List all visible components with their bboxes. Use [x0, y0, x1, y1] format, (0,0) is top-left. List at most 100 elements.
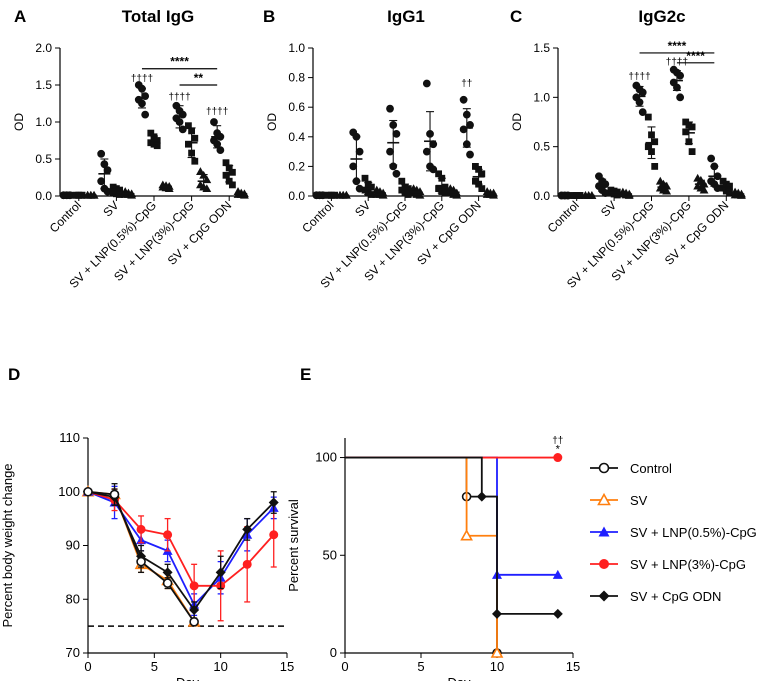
data-point-igg1: [651, 163, 659, 170]
panel-label: C: [510, 7, 522, 26]
data-point-igg1: [398, 177, 406, 185]
data-point-igg1: [222, 171, 230, 179]
legend-label: SV + LNP(3%)-CpG: [630, 557, 746, 572]
legend-marker: [599, 559, 609, 569]
data-point-igg: [638, 108, 647, 117]
series-line: [345, 456, 498, 653]
y-tick-label: 0.0: [533, 189, 550, 203]
x-tick-label: 0: [341, 659, 348, 674]
y-axis-label: OD: [12, 113, 26, 131]
data-point-igg: [386, 147, 394, 156]
panel-title: IgG2c: [638, 7, 685, 26]
panel-label: D: [8, 365, 20, 384]
panel-title: Total IgG: [122, 7, 194, 26]
series-line: [345, 456, 558, 576]
legend-item: Control: [590, 461, 672, 476]
y-tick-label: 90: [66, 538, 80, 553]
x-axis-label: Day: [176, 675, 200, 681]
data-point-igg1: [478, 185, 486, 192]
data-point: [163, 530, 173, 540]
series-line: [345, 456, 498, 653]
data-point-igg: [386, 104, 394, 113]
y-tick-label: 0: [330, 645, 337, 660]
y-tick-label: 0.4: [288, 130, 305, 144]
significance-label: **: [194, 71, 204, 85]
data-point: [552, 569, 563, 579]
data-point-igg1: [478, 170, 486, 178]
data-point: [215, 567, 226, 578]
data-point: [269, 530, 279, 540]
y-tick-label: 1.0: [288, 41, 305, 55]
panel-label: A: [14, 7, 26, 26]
y-tick-label: 1.0: [533, 90, 550, 104]
data-point: [492, 608, 502, 619]
legend-marker: [598, 590, 610, 602]
x-axis-label: Day: [447, 675, 471, 681]
data-point-igg: [707, 154, 716, 163]
x-tick-label: 10: [213, 659, 227, 674]
panel-label: B: [263, 7, 275, 26]
data-point-igg1: [116, 191, 123, 198]
y-tick-label: 0.5: [533, 140, 550, 154]
data-point: [189, 617, 199, 627]
y-tick-label: 1.0: [35, 115, 52, 129]
data-point-igg: [422, 147, 431, 156]
x-tick-label: 15: [566, 659, 580, 674]
series-control: [83, 483, 199, 627]
data-point-igg1: [682, 128, 690, 136]
y-tick-label: 100: [315, 450, 337, 465]
significance-label: ****: [668, 39, 687, 53]
x-tick-label: 5: [417, 659, 424, 674]
panel-title: IgG1: [387, 7, 425, 26]
y-tick-label: 0.6: [288, 100, 305, 114]
significance-star: *: [556, 444, 561, 456]
y-tick-label: 0.2: [288, 159, 305, 173]
data-point: [242, 559, 252, 569]
series-control: [345, 456, 502, 658]
y-tick-label: 0.0: [35, 189, 52, 203]
data-point-igg: [638, 88, 647, 97]
data-point-igg1: [644, 113, 652, 121]
y-tick-label: 50: [323, 547, 337, 562]
x-tick-label: 10: [490, 659, 504, 674]
data-point-igg: [97, 149, 106, 158]
legend-label: SV + LNP(0.5%)-CpG: [630, 525, 757, 540]
x-tick-label: SV: [100, 198, 121, 219]
x-tick-label: SV: [598, 198, 619, 219]
significance-dagger: ††††: [628, 72, 650, 83]
series-line: [87, 490, 275, 607]
data-point: [109, 489, 120, 500]
data-point-igg1: [185, 140, 192, 148]
data-point-igg: [97, 177, 106, 186]
data-point: [242, 524, 253, 535]
data-point-igg: [210, 118, 218, 126]
y-tick-label: 0.0: [288, 189, 305, 203]
series-sv-cpg-odn: [345, 456, 563, 619]
legend-item: SV + LNP(3%)-CpG: [590, 557, 746, 572]
series-sv-lnp-0-5-cpg: [345, 456, 563, 579]
series-sv: [345, 456, 504, 658]
legend-marker: [598, 526, 610, 537]
y-tick-label: 80: [66, 591, 80, 606]
y-tick-label: 110: [59, 430, 80, 445]
legend-marker: [597, 492, 611, 506]
panel-label: E: [300, 365, 311, 384]
data-point: [136, 524, 146, 534]
data-point-igg: [355, 147, 364, 156]
y-axis-label: Percent survival: [286, 499, 301, 592]
data-point-igg2c: [699, 185, 709, 194]
significance-dagger: ††: [461, 78, 472, 89]
data-point: [268, 497, 279, 508]
x-tick-label: SV + CpG ODN: [414, 198, 484, 268]
y-tick-label: 0.8: [288, 71, 305, 85]
data-point: [553, 453, 563, 463]
y-tick-label: 100: [58, 484, 80, 499]
data-point-igg1: [191, 157, 199, 165]
data-point: [83, 486, 93, 497]
data-point-igg1: [368, 183, 375, 191]
y-axis-label: OD: [510, 113, 524, 131]
x-tick-label: Control: [47, 198, 84, 235]
